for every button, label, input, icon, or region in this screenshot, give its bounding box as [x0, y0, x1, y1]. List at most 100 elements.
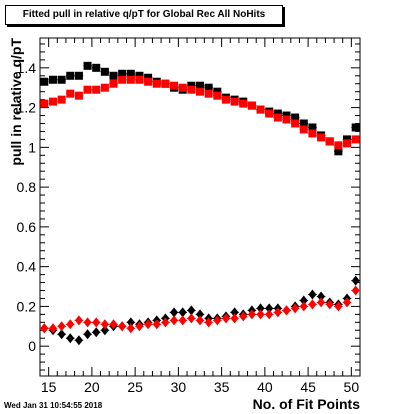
y-tick-label: 1.4 — [17, 60, 37, 76]
data-point-diamond — [178, 315, 187, 326]
data-point-diamond — [135, 321, 144, 332]
data-point-square — [92, 85, 101, 94]
data-point-square — [317, 133, 326, 142]
x-tick-label: 40 — [257, 379, 273, 395]
data-point-diamond — [291, 303, 300, 314]
data-point-diamond — [317, 297, 326, 308]
data-point-square — [308, 129, 317, 138]
data-point-square — [273, 113, 282, 122]
data-point-square — [230, 97, 239, 106]
data-point-square — [334, 141, 343, 150]
plot-frame — [39, 37, 361, 377]
y-axis-title: pull in relative q/pT — [8, 38, 24, 166]
data-point-diamond — [152, 319, 161, 330]
data-point-square — [100, 83, 109, 92]
data-point-square — [170, 81, 179, 90]
data-point-square — [213, 91, 222, 100]
data-point-diamond — [118, 321, 127, 332]
data-point-diamond — [325, 299, 334, 310]
data-point-diamond — [317, 291, 326, 302]
data-point-diamond — [40, 323, 49, 334]
data-point-diamond — [187, 313, 196, 324]
data-point-diamond — [308, 299, 317, 310]
data-point-diamond — [66, 319, 75, 330]
data-point-diamond — [48, 323, 57, 334]
data-point-diamond — [100, 325, 109, 336]
data-point-square — [100, 67, 109, 76]
data-point-square — [40, 99, 49, 108]
data-point-diamond — [109, 319, 118, 330]
x-tick-label: 30 — [171, 379, 187, 395]
data-point-square — [187, 85, 196, 94]
data-point-diamond — [256, 309, 265, 320]
data-point-diamond — [351, 285, 360, 296]
data-point-square — [299, 125, 308, 134]
data-point-diamond — [57, 329, 66, 340]
data-point-diamond — [308, 289, 317, 300]
data-point-diamond — [230, 307, 239, 318]
data-point-square — [126, 75, 135, 84]
data-point-square — [83, 61, 92, 70]
data-point-square — [152, 79, 161, 88]
data-point-diamond — [230, 313, 239, 324]
x-tick-label: 20 — [84, 379, 100, 395]
data-point-diamond — [299, 301, 308, 312]
data-point-square — [126, 69, 135, 78]
data-point-diamond — [126, 317, 135, 328]
data-point-square — [109, 71, 118, 80]
data-point-square — [57, 75, 66, 84]
x-tick-label: 50 — [344, 379, 360, 395]
data-point-diamond — [334, 301, 343, 312]
data-point-square — [247, 101, 256, 110]
data-point-diamond — [170, 315, 179, 326]
data-point-square — [351, 123, 360, 132]
data-point-diamond — [247, 309, 256, 320]
data-point-diamond — [196, 315, 204, 326]
data-point-square — [66, 89, 75, 98]
data-point-diamond — [100, 319, 109, 330]
data-point-square — [204, 83, 213, 92]
data-point-diamond — [204, 317, 213, 328]
y-tick-label: 1 — [28, 139, 36, 155]
data-point-square — [265, 109, 274, 118]
data-point-diamond — [265, 303, 274, 314]
chart-title-box: Fitted pull in relative q/pT for Global … — [5, 5, 283, 25]
data-point-diamond — [92, 317, 101, 328]
x-tick-label: 15 — [41, 379, 57, 395]
y-tick-label: 0.6 — [17, 219, 37, 235]
x-tick-label: 35 — [214, 379, 230, 395]
data-point-diamond — [213, 315, 222, 326]
data-point-square — [92, 63, 101, 72]
data-point-square — [196, 87, 204, 96]
data-point-diamond — [221, 313, 230, 324]
data-point-square — [57, 95, 66, 104]
data-point-square — [48, 97, 57, 106]
data-point-diamond — [299, 295, 308, 306]
data-point-square — [299, 119, 308, 128]
data-point-diamond — [343, 297, 352, 308]
data-point-diamond — [273, 307, 282, 318]
data-point-square — [351, 135, 360, 144]
data-point-square — [343, 139, 352, 148]
data-point-square — [282, 115, 291, 124]
data-point-diamond — [170, 307, 179, 318]
data-point-diamond — [126, 323, 135, 334]
data-point-square — [178, 83, 187, 92]
data-point-diamond — [351, 275, 360, 286]
data-point-square — [204, 89, 213, 98]
data-point-diamond — [74, 315, 83, 326]
data-point-square — [118, 69, 127, 78]
data-point-square — [196, 81, 204, 90]
y-tick-label: 0.2 — [17, 298, 37, 314]
data-point-diamond — [178, 307, 187, 318]
data-point-square — [135, 75, 144, 84]
data-point-diamond — [66, 333, 75, 344]
y-tick-label: 0.4 — [17, 259, 37, 275]
data-point-square — [291, 113, 300, 122]
y-tick-label: 0.8 — [17, 179, 37, 195]
data-point-diamond — [144, 319, 153, 330]
data-point-diamond — [196, 309, 204, 320]
data-point-square — [144, 77, 153, 86]
timestamp: Wed Jan 31 10:54:55 2018 — [4, 401, 103, 410]
